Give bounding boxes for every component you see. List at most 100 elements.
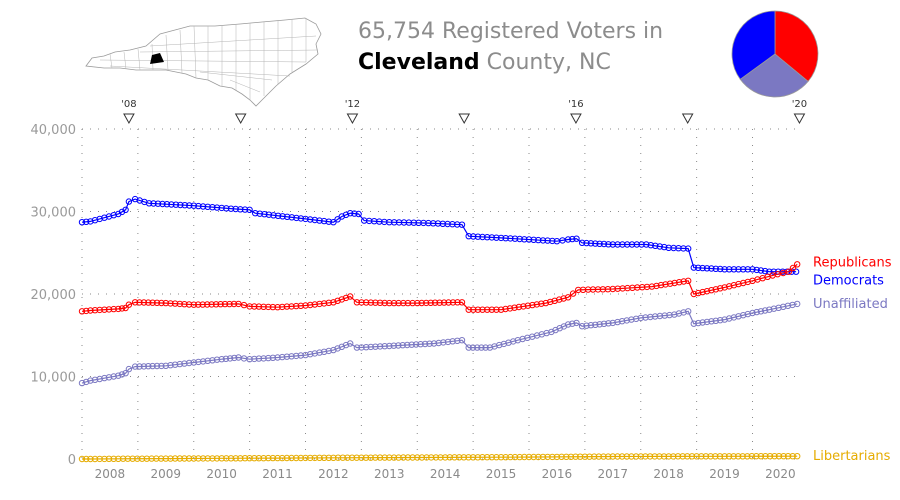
data-point-libertarians: [358, 454, 365, 461]
data-point-democrats: [87, 218, 94, 225]
data-point-libertarians: [753, 453, 760, 460]
data-point-republicans: [181, 301, 188, 308]
data-point-unaffiliated: [637, 314, 644, 322]
data-point-libertarians: [642, 453, 649, 460]
data-point-democrats: [288, 214, 295, 221]
data-point-republicans: [115, 305, 122, 313]
data-point-democrats: [458, 221, 466, 228]
data-point-unaffiliated: [125, 365, 133, 373]
data-point-libertarians: [227, 455, 235, 462]
data-point-republicans: [564, 294, 572, 301]
data-point-republicans: [171, 300, 179, 307]
data-point-libertarians: [794, 453, 801, 460]
data-point-unaffiliated: [671, 311, 678, 318]
data-point-democrats: [726, 266, 733, 273]
y-tick-label: 0: [68, 453, 76, 468]
data-point-democrats: [270, 212, 277, 219]
data-point-unaffiliated: [372, 343, 379, 350]
data-point-libertarians: [325, 454, 332, 461]
data-point-unaffiliated: [390, 342, 397, 349]
data-point-democrats: [199, 203, 207, 210]
data-point-unaffiliated: [395, 342, 402, 349]
data-point-republicans: [744, 278, 751, 286]
data-point-democrats: [252, 210, 259, 217]
data-point-democrats: [302, 215, 309, 223]
data-point-unaffiliated: [171, 361, 179, 368]
data-point-libertarians: [213, 455, 221, 462]
series-line-unaffiliated: [81, 303, 798, 384]
data-point-libertarians: [237, 455, 244, 462]
data-point-unaffiliated: [605, 320, 612, 327]
data-point-republicans: [502, 305, 509, 313]
data-point-libertarians: [311, 454, 318, 462]
data-point-democrats: [330, 219, 337, 226]
data-point-libertarians: [595, 453, 602, 460]
data-point-libertarians: [87, 455, 94, 463]
data-point-libertarians: [665, 453, 672, 460]
data-point-republicans: [297, 302, 304, 309]
series-label-democrats: Democrats: [813, 274, 884, 289]
data-point-libertarians: [288, 454, 295, 462]
data-point-unaffiliated: [486, 344, 494, 351]
data-point-libertarians: [539, 453, 547, 461]
data-point-unaffiliated: [417, 341, 424, 348]
data-point-republicans: [255, 303, 263, 310]
data-point-republicans: [279, 303, 286, 311]
data-point-democrats: [647, 242, 654, 249]
data-point-libertarians: [739, 453, 746, 460]
data-point-democrats: [284, 213, 291, 221]
data-point-libertarians: [105, 455, 113, 462]
data-point-unaffiliated: [675, 310, 683, 317]
nc-state-outline: [85, 17, 322, 107]
data-point-democrats: [730, 266, 738, 273]
data-point-republicans: [199, 301, 206, 308]
data-point-unaffiliated: [251, 355, 258, 363]
data-point-unaffiliated: [712, 317, 719, 324]
data-point-libertarians: [581, 453, 589, 460]
data-point-republicans: [105, 306, 113, 313]
data-point-libertarians: [553, 453, 561, 461]
data-point-democrats: [293, 214, 300, 222]
data-point-libertarians: [367, 454, 374, 461]
data-point-libertarians: [395, 454, 402, 461]
data-point-unaffiliated: [569, 320, 576, 327]
data-point-libertarians: [609, 453, 616, 460]
data-point-unaffiliated: [651, 313, 659, 320]
data-point-libertarians: [232, 455, 239, 462]
data-point-republicans: [131, 299, 139, 306]
data-point-democrats: [605, 241, 612, 248]
x-tick-label: 2009: [151, 467, 182, 481]
title-line-2: Cleveland County, NC: [358, 50, 611, 75]
data-point-republicans: [338, 296, 345, 303]
data-point-democrats: [735, 266, 742, 273]
data-point-democrats: [430, 220, 437, 227]
data-point-democrats: [761, 267, 769, 275]
data-point-unaffiliated: [735, 313, 742, 320]
data-point-democrats: [652, 242, 659, 250]
data-point-unaffiliated: [435, 339, 442, 347]
data-point-republicans: [730, 282, 738, 289]
data-point-republicans: [316, 300, 323, 308]
data-point-unaffiliated: [185, 359, 193, 367]
data-point-democrats: [474, 233, 482, 240]
data-point-libertarians: [320, 454, 328, 461]
data-point-democrats: [122, 206, 129, 214]
data-point-libertarians: [124, 455, 132, 462]
data-point-democrats: [792, 268, 800, 275]
data-point-unaffiliated: [749, 309, 756, 317]
data-point-democrats: [256, 210, 263, 217]
data-point-libertarians: [651, 453, 658, 460]
data-point-democrats: [163, 201, 171, 208]
data-point-libertarians: [148, 455, 155, 462]
data-point-republicans: [176, 300, 184, 308]
data-point-democrats: [159, 200, 166, 208]
data-point-republicans: [427, 299, 434, 306]
data-point-libertarians: [572, 453, 579, 460]
data-point-democrats: [311, 216, 318, 224]
data-point-democrats: [181, 202, 189, 209]
data-point-unaffiliated: [548, 328, 555, 336]
election-marker-label: '20: [792, 99, 807, 110]
data-point-unaffiliated: [730, 314, 738, 321]
data-point-libertarians: [493, 454, 500, 461]
data-point-democrats: [535, 236, 542, 244]
